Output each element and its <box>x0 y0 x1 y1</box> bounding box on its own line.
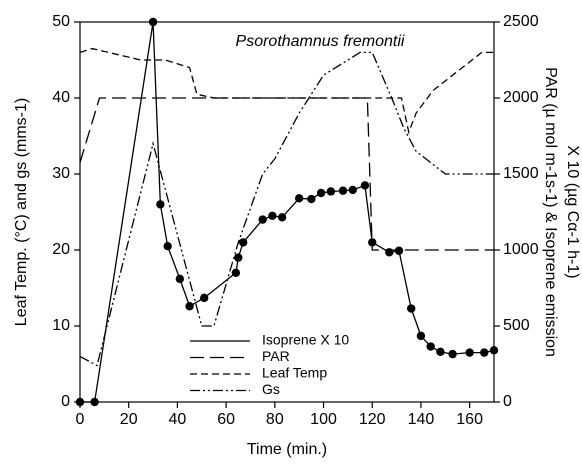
data-point <box>148 17 158 27</box>
legend-label: Leaf Temp <box>262 365 327 381</box>
data-point <box>348 185 357 195</box>
y2-axis-label: X 10 (µg Cα-1 h-1) <box>564 145 581 278</box>
x-tick-label: 80 <box>266 411 284 428</box>
y2-tick-label: 500 <box>503 317 530 334</box>
data-point <box>231 268 241 277</box>
data-point <box>316 188 326 198</box>
data-point <box>200 293 209 303</box>
data-point <box>277 213 287 222</box>
data-point <box>156 200 165 209</box>
data-point <box>338 186 348 195</box>
plot-frame <box>79 21 495 403</box>
data-point <box>307 194 316 204</box>
y2-tick-label: 2500 <box>503 13 539 30</box>
data-point <box>234 253 243 262</box>
data-point <box>360 181 370 190</box>
data-point <box>385 248 394 257</box>
data-point <box>163 242 172 251</box>
data-point <box>407 304 416 313</box>
data-point <box>489 346 499 355</box>
x-tick-label: 0 <box>76 411 85 428</box>
data-point <box>268 211 277 220</box>
data-point <box>368 238 377 247</box>
series-line <box>79 47 494 135</box>
legend-label: Gs <box>262 381 280 397</box>
data-point <box>258 215 267 224</box>
y2-tick-label: 2000 <box>503 89 539 106</box>
series-line <box>79 97 494 251</box>
data-point <box>90 397 99 407</box>
data-point <box>185 302 194 311</box>
legend-label: Isoprene X 10 <box>262 332 349 348</box>
data-point <box>480 348 489 357</box>
x-tick-label: 100 <box>310 411 337 428</box>
data-point <box>426 342 435 351</box>
series-line <box>79 51 494 367</box>
data-point <box>448 349 457 359</box>
y2-axis-label: PAR (µ mol m-1s-1) & Isoprene emission <box>542 67 559 357</box>
data-point <box>394 246 404 255</box>
y2-tick-label: 1000 <box>503 241 539 258</box>
y-tick-label: 20 <box>52 241 70 258</box>
x-tick-label: 40 <box>169 411 187 428</box>
y-tick-label: 40 <box>52 89 70 106</box>
data-point <box>436 347 445 357</box>
y2-tick-label: 0 <box>503 393 512 410</box>
x-axis-label: Time (min.) <box>247 441 327 458</box>
x-tick-label: 20 <box>120 411 138 428</box>
x-tick-label: 140 <box>408 411 435 428</box>
x-tick-label: 120 <box>359 411 386 428</box>
y-axis-label: Leaf Temp. (°C) and gs (mms-1) <box>13 98 30 326</box>
data-point <box>326 187 336 196</box>
y2-tick-label: 1500 <box>503 165 539 182</box>
data-point <box>416 331 426 341</box>
x-tick-label: 160 <box>456 411 483 428</box>
annotation: Psorothamnus fremontii <box>236 33 405 50</box>
y-tick-label: 50 <box>52 13 70 30</box>
data-point <box>75 397 85 407</box>
data-point <box>465 348 474 357</box>
data-point <box>294 194 304 203</box>
x-tick-label: 60 <box>217 411 235 428</box>
y-tick-label: 10 <box>52 317 70 334</box>
data-point <box>175 274 185 284</box>
y-tick-label: 0 <box>61 393 70 410</box>
legend-label: PAR <box>262 348 290 364</box>
y-tick-label: 30 <box>52 165 70 182</box>
data-point <box>238 238 248 247</box>
